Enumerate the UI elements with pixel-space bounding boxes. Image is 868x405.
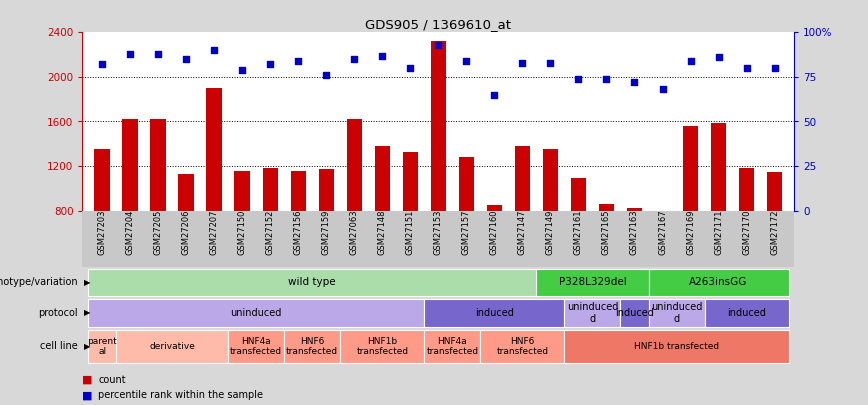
Point — [600, 75, 614, 82]
Bar — [683, 126, 698, 300]
Bar — [403, 151, 418, 300]
Bar — [599, 204, 615, 300]
Bar — [648, 269, 789, 296]
Point — [404, 65, 418, 71]
Point — [292, 58, 306, 64]
Bar — [88, 330, 116, 363]
Text: induced: induced — [727, 308, 766, 318]
Bar — [621, 299, 648, 327]
Text: P328L329del: P328L329del — [559, 277, 627, 288]
Text: ▶: ▶ — [84, 308, 90, 318]
Bar — [648, 299, 705, 327]
Bar — [234, 171, 250, 300]
Text: ■: ■ — [82, 390, 93, 400]
Bar — [739, 168, 754, 300]
Title: GDS905 / 1369610_at: GDS905 / 1369610_at — [365, 18, 511, 31]
Text: ▶: ▶ — [84, 342, 90, 351]
Point — [712, 54, 726, 61]
Bar — [431, 41, 446, 300]
Bar — [542, 149, 558, 300]
Point — [571, 75, 585, 82]
Text: HNF4a
transfected: HNF4a transfected — [230, 337, 282, 356]
Point — [543, 60, 557, 66]
Bar — [487, 205, 502, 300]
Point — [123, 51, 137, 57]
Bar — [228, 330, 284, 363]
Point — [767, 65, 781, 71]
Bar — [95, 149, 109, 300]
Point — [684, 58, 698, 64]
Bar — [564, 330, 789, 363]
Point — [459, 58, 473, 64]
Bar — [767, 172, 782, 300]
Bar — [654, 211, 670, 300]
Point — [263, 61, 277, 68]
Text: protocol: protocol — [38, 308, 78, 318]
Text: percentile rank within the sample: percentile rank within the sample — [98, 390, 263, 400]
Text: wild type: wild type — [288, 277, 336, 288]
Text: induced: induced — [615, 308, 654, 318]
Text: ▶: ▶ — [84, 278, 90, 287]
Text: cell line: cell line — [41, 341, 78, 351]
Bar — [711, 123, 727, 300]
Bar — [375, 146, 390, 300]
Bar — [705, 299, 789, 327]
Bar — [564, 299, 621, 327]
Point — [516, 60, 529, 66]
Bar — [536, 269, 648, 296]
Text: count: count — [98, 375, 126, 385]
Bar — [480, 330, 564, 363]
Text: A263insGG: A263insGG — [689, 277, 747, 288]
Bar — [284, 330, 340, 363]
Bar — [458, 157, 474, 300]
Point — [740, 65, 753, 71]
Bar — [150, 119, 166, 300]
Bar — [424, 330, 480, 363]
Bar — [122, 119, 138, 300]
Point — [488, 92, 502, 98]
Text: HNF6
transfected: HNF6 transfected — [286, 337, 339, 356]
Bar — [262, 168, 278, 300]
Text: HNF1b
transfected: HNF1b transfected — [356, 337, 408, 356]
Bar — [179, 174, 194, 300]
Point — [347, 56, 361, 62]
Bar — [319, 169, 334, 300]
Bar — [207, 88, 222, 300]
Point — [207, 47, 221, 53]
Bar — [88, 269, 536, 296]
Point — [235, 66, 249, 73]
Text: ■: ■ — [82, 375, 93, 385]
Text: HNF6
transfected: HNF6 transfected — [496, 337, 549, 356]
Bar — [627, 208, 642, 300]
Text: uninduced: uninduced — [231, 308, 282, 318]
Point — [375, 52, 389, 59]
Bar — [291, 171, 306, 300]
Bar — [424, 299, 564, 327]
Text: genotype/variation: genotype/variation — [0, 277, 78, 288]
Text: derivative: derivative — [149, 342, 195, 351]
Point — [95, 61, 109, 68]
Point — [319, 72, 333, 79]
Bar — [116, 330, 228, 363]
Point — [431, 42, 445, 48]
Point — [628, 79, 641, 85]
Bar — [340, 330, 424, 363]
Text: HNF4a
transfected: HNF4a transfected — [426, 337, 478, 356]
Point — [151, 51, 165, 57]
Text: induced: induced — [475, 308, 514, 318]
Point — [655, 86, 669, 93]
Point — [179, 56, 193, 62]
Bar — [571, 178, 586, 300]
Bar — [88, 299, 424, 327]
Text: HNF1b transfected: HNF1b transfected — [634, 342, 719, 351]
Text: parent
al: parent al — [87, 337, 117, 356]
Bar — [515, 146, 530, 300]
Bar — [346, 119, 362, 300]
Text: uninduced
d: uninduced d — [567, 302, 618, 324]
Text: uninduced
d: uninduced d — [651, 302, 702, 324]
